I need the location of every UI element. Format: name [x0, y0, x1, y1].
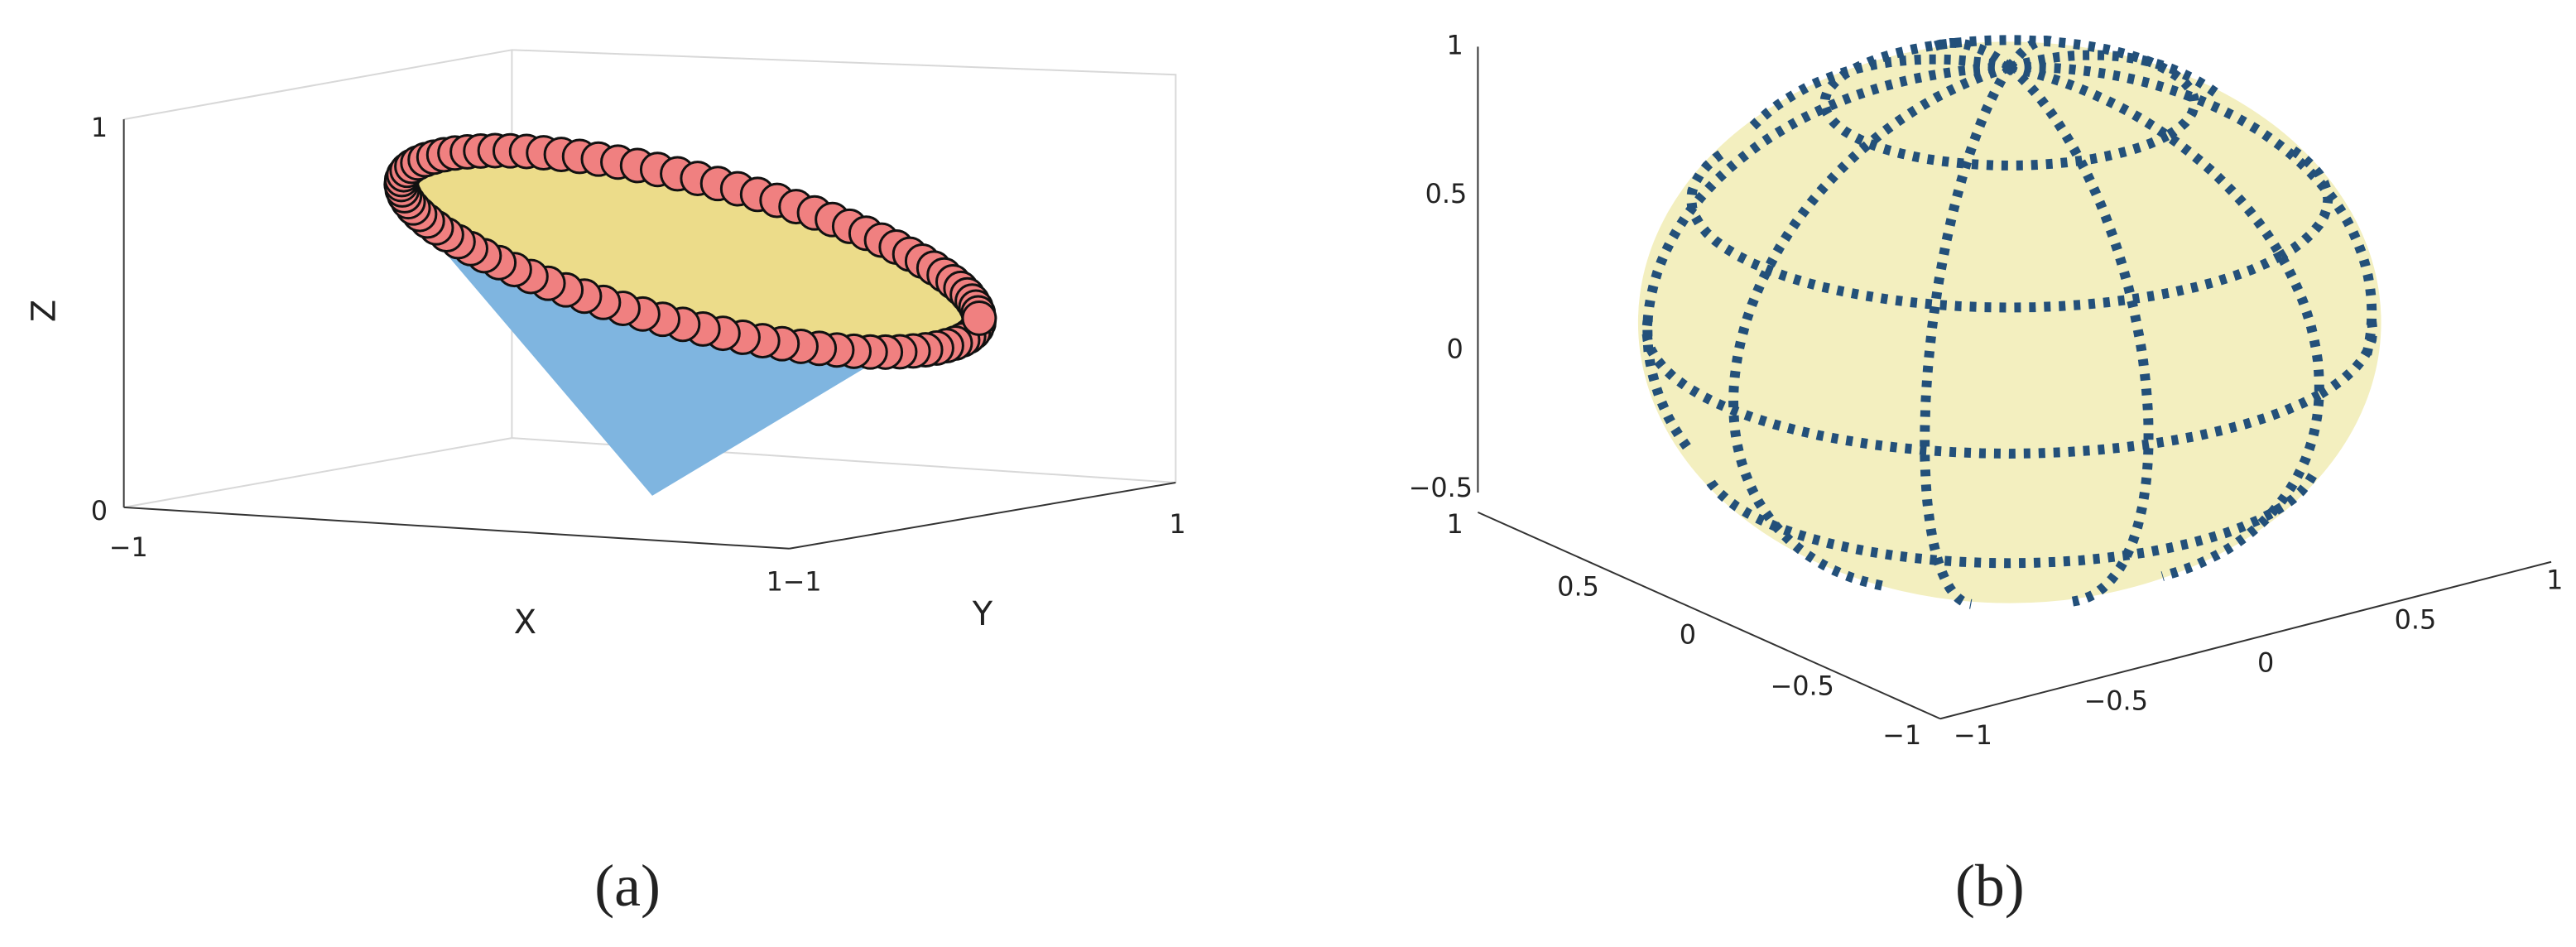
parallel [1641, 320, 2378, 459]
z-tick-label: 0 [1447, 333, 1463, 364]
y-tick-label: 0.5 [2395, 604, 2437, 636]
meridian [2006, 63, 2154, 607]
x-tick-label: 0.5 [1557, 571, 1599, 603]
meridian [2008, 50, 2219, 98]
caption: (a) [594, 853, 661, 919]
y-tick-label: 1 [2546, 565, 2563, 596]
z-tick-label: 0 [91, 495, 108, 526]
parallel [1702, 473, 2317, 569]
x-axis [1478, 511, 1941, 720]
z-tick-label: −0.5 [1409, 472, 1473, 503]
point-ring [383, 132, 997, 370]
y-axis [789, 481, 1176, 550]
surface [404, 150, 976, 346]
y-tick-label: −1 [1954, 719, 1992, 751]
x-tick-label: 1 [767, 566, 783, 598]
caption: (b) [1955, 853, 2025, 919]
y-tick-label: 1 [1169, 508, 1185, 540]
box-frame [123, 437, 512, 508]
parallel [1686, 146, 2333, 313]
x-tick-label: 0 [1680, 618, 1696, 650]
x-tick-label: −1 [1882, 719, 1921, 751]
x-axis-label: X [514, 603, 536, 642]
marker [961, 300, 997, 336]
y-axis-label: Y [972, 595, 993, 633]
meridian [1642, 62, 2011, 451]
y-tick-label: −0.5 [2084, 685, 2148, 716]
sphere [1637, 41, 2381, 603]
sphere-lines [1641, 35, 2378, 609]
meridian [2008, 62, 2324, 581]
meridian [1920, 64, 2014, 609]
box-frame [123, 49, 1177, 483]
x-axis [123, 506, 790, 550]
z-tick-label: 0.5 [1425, 178, 1468, 209]
z-tick-label: 1 [1447, 29, 1463, 60]
panel-a: 1 0 −1 1 −1 1 Z X Y (a) [25, 49, 1186, 919]
x-tick-label: 1 [1447, 508, 1463, 540]
x-tick-label: −1 [109, 531, 148, 563]
y-tick-label: −1 [783, 566, 822, 598]
z-tick-label: 1 [91, 112, 108, 143]
x-tick-label: −0.5 [1771, 670, 1834, 701]
panel-b: 1 0.5 0 −0.5 1 0.5 0 −0.5 −1 −1 −0.5 0 0… [1409, 29, 2564, 919]
meridian [1749, 54, 2011, 131]
y-tick-label: 0 [2257, 647, 2274, 678]
parallel [1819, 35, 2200, 171]
z-axis-label: Z [25, 300, 63, 322]
y-axis [1939, 560, 2552, 720]
